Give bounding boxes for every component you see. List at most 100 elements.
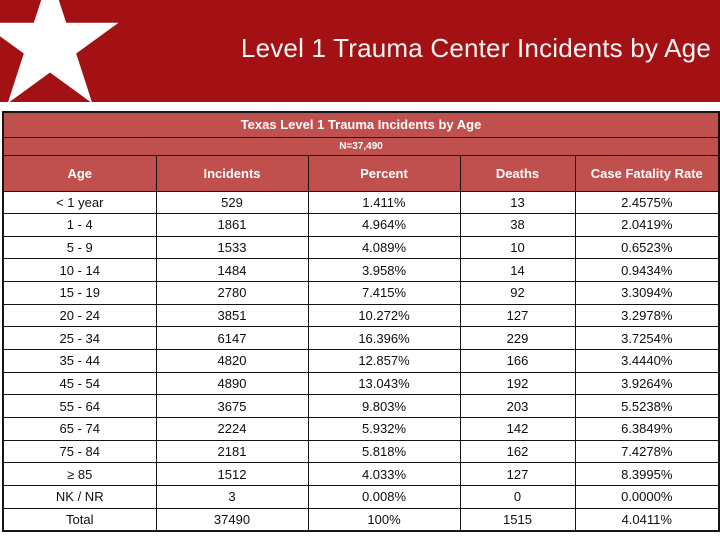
table-cell: 14 — [459, 258, 576, 283]
table-cell: 529 — [155, 190, 309, 215]
table-cell: 13.043% — [307, 371, 461, 396]
table-cell: 0 — [459, 485, 576, 509]
table-cell: 2181 — [155, 439, 309, 464]
table-row: 35 - 44 4820 12.857% 166 3.4440% — [2, 349, 720, 373]
table-row: 10 - 14 1484 3.958% 14 0.9434% — [2, 258, 720, 283]
table-cell: ≥ 85 — [2, 462, 157, 487]
table-cell: 38 — [459, 213, 576, 237]
table-cell: 0.6523% — [574, 235, 720, 260]
table-cell: 2.0419% — [574, 213, 720, 237]
table-cell: 8.3995% — [574, 462, 720, 487]
table-cell: 3675 — [155, 394, 309, 419]
table-cell: 3851 — [155, 303, 309, 328]
table-title: Texas Level 1 Trauma Incidents by Age — [2, 111, 720, 138]
table-cell: 162 — [459, 439, 576, 464]
table-row: 65 - 74 2224 5.932% 142 6.3849% — [2, 417, 720, 441]
table-cell: 4.089% — [307, 235, 461, 260]
table-cell: 0.9434% — [574, 258, 720, 283]
table-cell: 1484 — [155, 258, 309, 283]
table-cell: 10 — [459, 235, 576, 260]
table-cell: 127 — [459, 462, 576, 487]
table-cell: 0.008% — [307, 485, 461, 509]
column-header-incidents: Incidents — [155, 154, 309, 192]
table-cell: 1533 — [155, 235, 309, 260]
slide-title: Level 1 Trauma Center Incidents by Age — [240, 33, 711, 63]
table-cell: 35 - 44 — [2, 349, 157, 373]
table-cell: 10 - 14 — [2, 258, 157, 283]
table-cell: 5 - 9 — [2, 235, 157, 260]
table-cell: 3.7254% — [574, 326, 720, 351]
table-row: 15 - 19 2780 7.415% 92 3.3094% — [2, 281, 720, 305]
table-cell: 6147 — [155, 326, 309, 351]
table-cell: 1515 — [459, 507, 576, 532]
table-cell: 15 - 19 — [2, 281, 157, 305]
table-cell: 3.2978% — [574, 303, 720, 328]
table-cell: 6.3849% — [574, 417, 720, 441]
table-cell: 4820 — [155, 349, 309, 373]
table-cell: 192 — [459, 371, 576, 396]
star-icon — [0, 0, 119, 102]
table-cell: 0.0000% — [574, 485, 720, 509]
table-row: ≥ 85 1512 4.033% 127 8.3995% — [2, 462, 720, 487]
table-cell: 7.4278% — [574, 439, 720, 464]
table-row: 5 - 9 1533 4.089% 10 0.6523% — [2, 235, 720, 260]
table-cell: 3.4440% — [574, 349, 720, 373]
table-row: 20 - 24 3851 10.272% 127 3.2978% — [2, 303, 720, 328]
table-cell: < 1 year — [2, 190, 157, 215]
table-cell: 100% — [307, 507, 461, 532]
table-row: < 1 year 529 1.411% 13 2.4575% — [2, 190, 720, 215]
table-cell: 229 — [459, 326, 576, 351]
table-cell: 5.932% — [307, 417, 461, 441]
table-row: 25 - 34 6147 16.396% 229 3.7254% — [2, 326, 720, 351]
table-cell: 5.5238% — [574, 394, 720, 419]
table-cell: 75 - 84 — [2, 439, 157, 464]
table-row-total: Total 37490 100% 1515 4.0411% — [2, 507, 720, 532]
table-cell: 9.803% — [307, 394, 461, 419]
table-header-row: Age Incidents Percent Deaths Case Fatali… — [2, 154, 720, 192]
table-cell: 142 — [459, 417, 576, 441]
table-cell: 2224 — [155, 417, 309, 441]
table-cell: 203 — [459, 394, 576, 419]
table-subtitle: N=37,490 — [2, 136, 720, 156]
table-cell: 12.857% — [307, 349, 461, 373]
table-row: 75 - 84 2181 5.818% 162 7.4278% — [2, 439, 720, 464]
table-cell: 166 — [459, 349, 576, 373]
table-row: NK / NR 3 0.008% 0 0.0000% — [2, 485, 720, 509]
table-cell: 37490 — [155, 507, 309, 532]
trauma-table: Texas Level 1 Trauma Incidents by Age N=… — [2, 111, 720, 532]
table-cell: 1512 — [155, 462, 309, 487]
table-cell: 7.415% — [307, 281, 461, 305]
table-cell: 4890 — [155, 371, 309, 396]
column-header-deaths: Deaths — [459, 154, 576, 192]
column-header-age: Age — [2, 154, 157, 192]
table-cell: 3.3094% — [574, 281, 720, 305]
table-cell: 127 — [459, 303, 576, 328]
table-row: 55 - 64 3675 9.803% 203 5.5238% — [2, 394, 720, 419]
table-cell: 2.4575% — [574, 190, 720, 215]
table-cell: 3.958% — [307, 258, 461, 283]
table-cell: 1.411% — [307, 190, 461, 215]
table-cell: 16.396% — [307, 326, 461, 351]
table-cell: 10.272% — [307, 303, 461, 328]
table-cell: 3 — [155, 485, 309, 509]
table-cell: 5.818% — [307, 439, 461, 464]
table-cell: 3.9264% — [574, 371, 720, 396]
table-cell: 1861 — [155, 213, 309, 237]
table-cell: 45 - 54 — [2, 371, 157, 396]
table-cell: 25 - 34 — [2, 326, 157, 351]
table-row: 45 - 54 4890 13.043% 192 3.9264% — [2, 371, 720, 396]
column-header-case-fatality-rate: Case Fatality Rate — [574, 154, 720, 192]
table-cell: 13 — [459, 190, 576, 215]
table-title-row: Texas Level 1 Trauma Incidents by Age — [2, 111, 720, 138]
column-header-percent: Percent — [307, 154, 461, 192]
table-cell: 4.033% — [307, 462, 461, 487]
table-cell: NK / NR — [2, 485, 157, 509]
table-cell: 4.964% — [307, 213, 461, 237]
table-cell: 1 - 4 — [2, 213, 157, 237]
table-subtitle-row: N=37,490 — [2, 136, 720, 156]
table-cell: 4.0411% — [574, 507, 720, 532]
table-cell: 20 - 24 — [2, 303, 157, 328]
table-cell: Total — [2, 507, 157, 532]
header-band: Level 1 Trauma Center Incidents by Age — [0, 0, 720, 102]
table-cell: 55 - 64 — [2, 394, 157, 419]
